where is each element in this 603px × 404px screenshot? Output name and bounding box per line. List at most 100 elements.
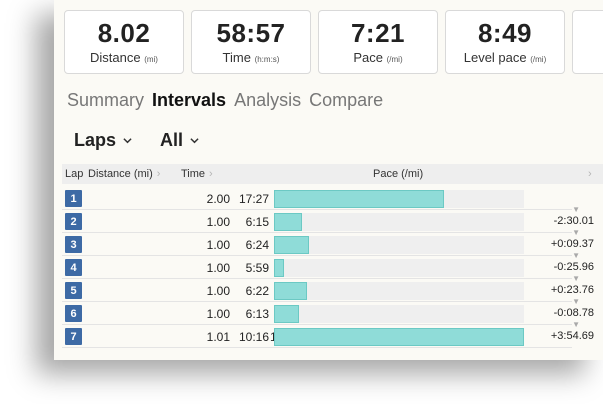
- stat-level-pace: 8:49 Level pace (/mi): [445, 10, 565, 74]
- row-divider: [62, 324, 572, 325]
- stat-pace: 7:21 Pace (/mi): [318, 10, 438, 74]
- lap-pace-delta: +0:09.37: [550, 238, 594, 250]
- lap-pace-delta: +3:54.69: [550, 330, 594, 342]
- chevron-right-icon[interactable]: ›: [588, 168, 592, 180]
- lap-time: 6:15: [245, 215, 269, 229]
- triangle-down-icon: ▼: [572, 205, 580, 214]
- pace-bar: [274, 190, 444, 208]
- stat-value: 8:49: [477, 18, 533, 48]
- stat-value: 7:21: [350, 18, 406, 48]
- lap-number-badge: 2: [65, 213, 82, 230]
- stat-label: Time (h:m:s): [222, 50, 280, 65]
- pace-bar: [274, 236, 309, 254]
- lap-number-badge: 1: [65, 190, 82, 207]
- chevron-down-icon: [190, 138, 199, 144]
- stat-time: 58:57 Time (h:m:s): [191, 10, 311, 74]
- lap-number-badge: 5: [65, 282, 82, 299]
- activity-panel: 8.02 Distance (mi) 58:57 Time (h:m:s) 7:…: [54, 0, 603, 360]
- triangle-down-icon: ▼: [572, 251, 580, 260]
- chevron-right-icon: ›: [156, 168, 161, 180]
- triangle-down-icon: ▼: [572, 320, 580, 329]
- lap-time: 5:59: [245, 261, 269, 275]
- tab-summary[interactable]: Summary: [67, 90, 145, 110]
- triangle-down-icon: ▼: [572, 297, 580, 306]
- lap-pace-delta: -2:30.01: [553, 215, 594, 227]
- pace-bar: [274, 282, 307, 300]
- lap-number-badge: 7: [65, 328, 82, 345]
- pace-bar-track: [274, 259, 524, 277]
- lap-distance: 1.00: [206, 215, 230, 229]
- scope-dropdown-label: All: [160, 130, 184, 150]
- filter-bar: Laps All: [74, 130, 227, 151]
- pace-bar-track: [274, 213, 524, 231]
- lap-time: 17:27: [238, 192, 269, 206]
- row-divider: [62, 347, 572, 348]
- lap-time: 10:16: [238, 330, 269, 344]
- stat-distance: 8.02 Distance (mi): [64, 10, 184, 74]
- row-divider: [62, 278, 572, 279]
- pace-bar-track: [274, 328, 524, 346]
- lap-pace-delta: -0:25.96: [553, 261, 594, 273]
- row-divider: [62, 209, 572, 210]
- pace-bar: [274, 328, 524, 346]
- lap-distance: 2.00: [206, 192, 230, 206]
- lap-distance: 1.00: [206, 261, 230, 275]
- tab-analysis[interactable]: Analysis: [234, 90, 302, 110]
- lap-number-badge: 6: [65, 305, 82, 322]
- tab-compare[interactable]: Compare: [309, 90, 384, 110]
- table-header: Lap Distance (mi) › Time › Pace (/mi) ›: [62, 164, 603, 184]
- stats-row: 8.02 Distance (mi) 58:57 Time (h:m:s) 7:…: [64, 10, 603, 74]
- table-row[interactable]: 31.006:246:24▼+0:09.37: [62, 228, 602, 256]
- stat-value: 58:57: [216, 18, 286, 48]
- pace-bar-track: [274, 305, 524, 323]
- lap-time: 6:22: [245, 284, 269, 298]
- column-header-lap[interactable]: Lap: [65, 168, 84, 180]
- stat-label: Pace (/mi): [353, 50, 403, 65]
- column-header-time[interactable]: Time ›: [181, 168, 213, 180]
- tab-bar: Summary Intervals Analysis Compare: [67, 90, 391, 111]
- laps-dropdown[interactable]: Laps: [74, 130, 132, 151]
- pace-bar-track: [274, 190, 524, 208]
- stat-unit: (/mi): [386, 55, 403, 64]
- lap-distance: 1.00: [206, 284, 230, 298]
- triangle-down-icon: ▼: [572, 228, 580, 237]
- chevron-down-icon: [123, 138, 132, 144]
- pace-bar-track: [274, 236, 524, 254]
- column-header-distance[interactable]: Distance (mi) ›: [88, 168, 161, 180]
- stat-value: 8.02: [97, 18, 151, 48]
- row-divider: [62, 255, 572, 256]
- pace-bar: [274, 305, 299, 323]
- stat-unit: (/mi): [530, 55, 547, 64]
- pace-bar: [274, 259, 284, 277]
- lap-number-badge: 4: [65, 259, 82, 276]
- pace-bar-track: [274, 282, 524, 300]
- scope-dropdown[interactable]: All: [160, 130, 199, 151]
- table-row[interactable]: 21.006:156:14▼-2:30.01: [62, 205, 602, 233]
- laps-dropdown-label: Laps: [74, 130, 117, 150]
- stat-unit: (mi): [144, 55, 158, 64]
- tab-intervals[interactable]: Intervals: [152, 90, 227, 110]
- lap-distance: 1.00: [206, 307, 230, 321]
- table-row[interactable]: 41.005:595:58▼-0:25.96: [62, 251, 602, 279]
- lap-pace-delta: +0:23.76: [550, 284, 594, 296]
- stat-label: Level pace (/mi): [463, 50, 547, 65]
- lap-distance: 1.00: [206, 238, 230, 252]
- lap-time: 6:13: [245, 307, 269, 321]
- row-divider: [62, 232, 572, 233]
- lap-distance: 1.01: [206, 330, 230, 344]
- chevron-right-icon: ›: [209, 168, 213, 180]
- column-header-pace[interactable]: Pace (/mi): [373, 168, 424, 180]
- row-divider: [62, 301, 572, 302]
- stat-label: Distance (mi): [90, 50, 158, 65]
- lap-time: 6:24: [245, 238, 269, 252]
- stat-unit: (h:m:s): [254, 55, 280, 64]
- table-row[interactable]: 51.006:226:22▼+0:23.76: [62, 274, 602, 302]
- lap-pace-delta: -0:08.78: [553, 307, 594, 319]
- pace-bar: [274, 213, 302, 231]
- table-row[interactable]: 61.006:136:13▼-0:08.78: [62, 297, 602, 325]
- triangle-down-icon: ▼: [572, 274, 580, 283]
- lap-number-badge: 3: [65, 236, 82, 253]
